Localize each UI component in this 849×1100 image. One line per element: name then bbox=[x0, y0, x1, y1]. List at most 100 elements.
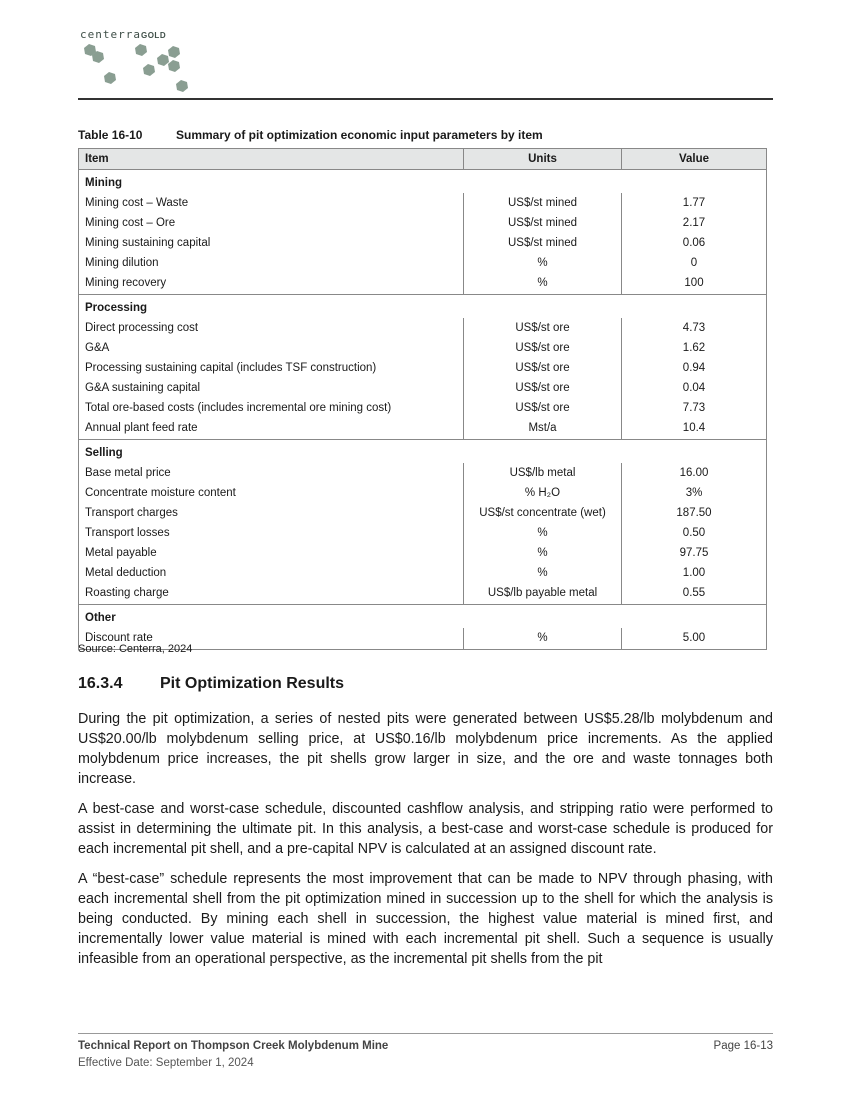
item-cell: Mining sustaining capital bbox=[85, 237, 211, 249]
table-row: Annual plant feed rate Mst/a 10.4 bbox=[79, 418, 767, 440]
section-heading: 16.3.4 Pit Optimization Results bbox=[78, 675, 344, 693]
table-number: Table 16-10 bbox=[78, 128, 143, 142]
table-row: G&A US$/st ore 1.62 bbox=[79, 338, 767, 358]
item-cell: Transport charges bbox=[85, 507, 178, 519]
table-row: G&A sustaining capital US$/st ore 0.04 bbox=[79, 378, 767, 398]
units-cell: % bbox=[463, 273, 622, 295]
units-cell: US$/st mined bbox=[463, 213, 622, 233]
table-row: Mining cost – Waste US$/st mined 1.77 bbox=[79, 193, 767, 213]
units-cell: % bbox=[463, 628, 622, 650]
item-cell: Mining cost – Ore bbox=[85, 217, 176, 229]
column-header-item: Item bbox=[78, 148, 464, 170]
units-cell: Mst/a bbox=[463, 418, 622, 440]
value-cell: 7.73 bbox=[621, 398, 767, 418]
value-cell: 5.00 bbox=[621, 628, 767, 650]
item-cell: Mining dilution bbox=[85, 257, 159, 269]
units-cell: US$/st ore bbox=[463, 398, 622, 418]
table-row: Processing sustaining capital (includes … bbox=[79, 358, 767, 378]
units-cell: % bbox=[463, 253, 622, 273]
table-caption: Table 16-10 Summary of pit optimization e… bbox=[78, 128, 543, 142]
table-source: Source: Centerra, 2024 bbox=[78, 643, 193, 655]
units-cell: % bbox=[463, 563, 622, 583]
value-cell: 0.55 bbox=[621, 583, 767, 605]
table-title: Summary of pit optimization economic inp… bbox=[176, 128, 543, 142]
paragraph: During the pit optimization, a series of… bbox=[78, 711, 773, 787]
item-cell: Metal payable bbox=[85, 547, 157, 559]
table-row: Mining sustaining capital US$/st mined 0.0… bbox=[79, 233, 767, 253]
value-cell: 0 bbox=[621, 253, 767, 273]
item-cell: Annual plant feed rate bbox=[85, 422, 198, 434]
section-header-row: Selling bbox=[78, 439, 767, 463]
section-label: Mining bbox=[78, 169, 767, 193]
logo-text: centerra bbox=[80, 28, 141, 41]
logo-wordmark: centerraGOLD bbox=[80, 28, 166, 41]
section-header-row: Other bbox=[78, 604, 767, 628]
item-cell: Mining recovery bbox=[85, 277, 167, 289]
table-row: Concentrate moisture content % H₂O 3% bbox=[79, 483, 767, 503]
body-text: During the pit optimization, a series of… bbox=[78, 709, 773, 979]
item-cell: Mining cost – Waste bbox=[85, 197, 189, 209]
item-cell: Processing sustaining capital (includes … bbox=[85, 362, 377, 374]
value-cell: 0.06 bbox=[621, 233, 767, 253]
footer-effective-date: Effective Date: September 1, 2024 bbox=[78, 1057, 254, 1069]
section-label: Selling bbox=[78, 439, 767, 463]
units-cell: US$/st concentrate (wet) bbox=[463, 503, 622, 523]
header-rule bbox=[78, 98, 773, 100]
company-logo: centerraGOLD bbox=[80, 28, 200, 94]
value-cell: 4.73 bbox=[621, 318, 767, 338]
table-row: Mining recovery% 100 bbox=[79, 273, 767, 295]
value-cell: 1.62 bbox=[621, 338, 767, 358]
units-cell: US$/st ore bbox=[463, 338, 622, 358]
table-row: Transport losses% 0.50 bbox=[79, 523, 767, 543]
value-cell: 1.77 bbox=[621, 193, 767, 213]
units-cell: % bbox=[463, 543, 622, 563]
table-row: Total ore-based costs (includes incremen… bbox=[79, 398, 767, 418]
units-cell: % bbox=[463, 523, 622, 543]
units-cell: US$/lb metal bbox=[463, 463, 622, 483]
table-row: Base metal price US$/lb metal 16.00 bbox=[79, 463, 767, 483]
value-cell: 187.50 bbox=[621, 503, 767, 523]
section-title: Pit Optimization Results bbox=[160, 675, 345, 692]
table-row: Transport charges US$/st concentrate (wet… bbox=[79, 503, 767, 523]
table-row: Direct processing cost US$/st ore 4.73 bbox=[79, 318, 767, 338]
footer-rule bbox=[78, 1033, 773, 1034]
item-cell: Base metal price bbox=[85, 467, 171, 479]
paragraph: A “best-case” schedule represents the mo… bbox=[78, 871, 773, 967]
hexagon-logo-icon bbox=[84, 44, 188, 92]
table-row: Roasting charge US$/lb payable metal 0.55 bbox=[79, 583, 767, 605]
value-cell: 2.17 bbox=[621, 213, 767, 233]
units-cell: US$/st mined bbox=[463, 233, 622, 253]
item-cell: Discount rate bbox=[85, 632, 153, 644]
table-row: Mining cost – Ore US$/st mined 2.17 bbox=[79, 213, 767, 233]
value-cell: 10.4 bbox=[621, 418, 767, 440]
value-cell: 16.00 bbox=[621, 463, 767, 483]
section-label: Other bbox=[78, 604, 767, 628]
item-cell: G&A bbox=[85, 342, 110, 354]
item-cell: G&A sustaining capital bbox=[85, 382, 201, 394]
paragraph: A best-case and worst-case schedule, dis… bbox=[78, 801, 773, 857]
value-cell: 100 bbox=[621, 273, 767, 295]
item-cell: Metal deduction bbox=[85, 567, 167, 579]
section-number: 16.3.4 bbox=[78, 675, 123, 692]
parameters-table: Item Units Value Mining Mining cost – Was… bbox=[78, 148, 767, 650]
item-cell: Roasting charge bbox=[85, 587, 169, 599]
table-header-row: Item Units Value bbox=[78, 148, 767, 170]
value-cell: 1.00 bbox=[621, 563, 767, 583]
value-cell: 0.94 bbox=[621, 358, 767, 378]
table-row: Discount rate% 5.00 bbox=[79, 628, 767, 650]
units-cell: US$/lb payable metal bbox=[463, 583, 622, 605]
section-label: Processing bbox=[78, 294, 767, 318]
units-cell: US$/st ore bbox=[463, 378, 622, 398]
table-row: Metal payable% 97.75 bbox=[79, 543, 767, 563]
units-cell: US$/st mined bbox=[463, 193, 622, 213]
units-cell: % H₂O bbox=[463, 483, 622, 503]
item-cell: Total ore-based costs (includes incremen… bbox=[85, 402, 392, 414]
value-cell: 3% bbox=[621, 483, 767, 503]
section-header-row: Processing bbox=[78, 294, 767, 318]
table-body: Mining Mining cost – Waste US$/st mined 1.7… bbox=[78, 169, 767, 650]
value-cell: 0.04 bbox=[621, 378, 767, 398]
units-cell: US$/st ore bbox=[463, 358, 622, 378]
item-cell: Transport losses bbox=[85, 527, 170, 539]
logo-text-bold: GOLD bbox=[140, 31, 167, 40]
section-header-row: Mining bbox=[78, 169, 767, 193]
